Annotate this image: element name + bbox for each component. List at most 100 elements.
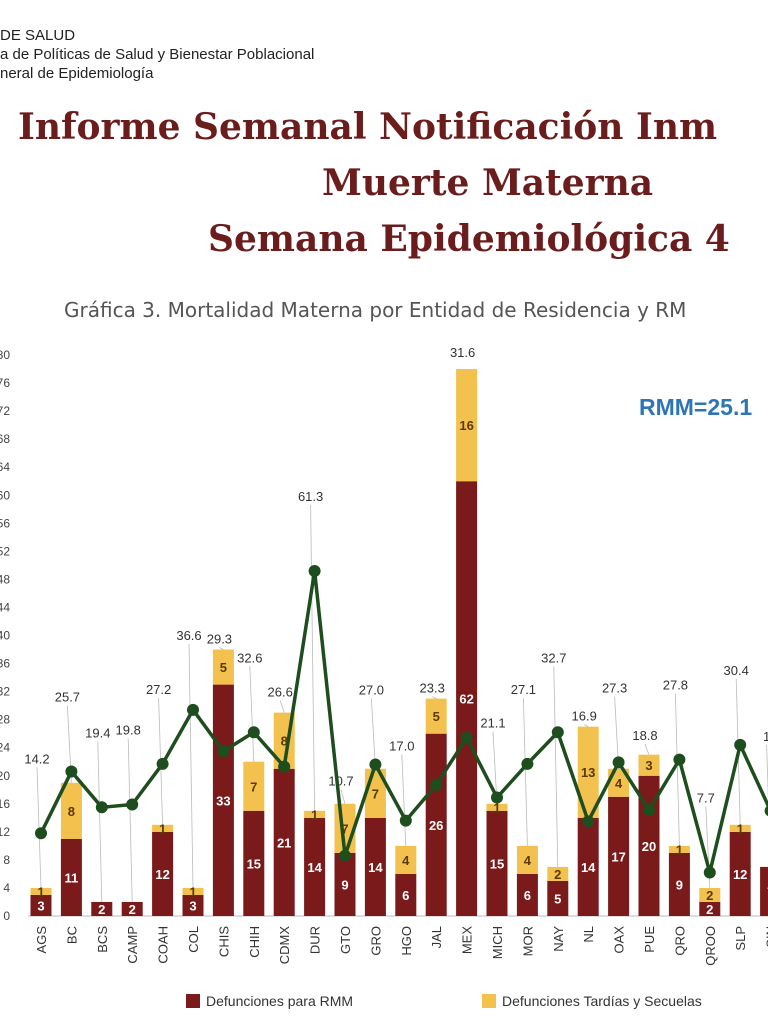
bar-rmm	[60, 838, 82, 916]
bar-rmm-label: 3	[37, 898, 44, 913]
rmm-point	[308, 564, 321, 577]
rmm-point	[521, 757, 534, 770]
bar-rmm-label: 20	[642, 839, 656, 854]
bar-late	[30, 887, 52, 895]
title-line-3: Semana Epidemiológica 4	[208, 218, 730, 260]
y-tick-label: 64	[0, 460, 10, 474]
stack-label: 27.2	[146, 682, 171, 697]
leader-line	[310, 504, 315, 811]
chart-title: Gráfica 3. Mortalidad Materna por Entida…	[64, 298, 687, 322]
y-tick-label: 36	[0, 657, 10, 671]
leader-line	[675, 693, 680, 846]
bar-rmm-label: 3	[189, 898, 196, 913]
bar-rmm	[516, 873, 538, 916]
stack-label: 61.3	[298, 489, 323, 504]
legend: Defunciones para RMM Defunciones Tardías…	[0, 990, 768, 1014]
y-tick-label: 8	[3, 853, 10, 867]
rmm-point	[703, 866, 716, 879]
stack-label: 30.4	[724, 663, 749, 678]
y-tick-label: 72	[0, 404, 10, 418]
x-tick-label: NAY	[551, 926, 566, 952]
rmm-point	[551, 726, 564, 739]
bar-late	[547, 866, 569, 881]
bar-late	[638, 754, 660, 776]
x-tick-label: CDMX	[277, 926, 292, 965]
bar-rmm	[699, 901, 721, 916]
bar-rmm	[91, 901, 113, 916]
leader-line	[279, 700, 285, 713]
bar-rmm-label: 15	[490, 856, 504, 871]
bar-late	[395, 845, 417, 874]
x-tick-label: GRO	[368, 926, 383, 956]
leader-line	[249, 666, 255, 762]
rmm-annotation: RMM=25.1	[639, 394, 753, 420]
x-tick-label: COAH	[156, 926, 171, 964]
y-tick-label: 48	[0, 572, 10, 586]
bar-rmm-label: 21	[277, 835, 291, 850]
stack-label: 18.8	[632, 728, 657, 743]
rmm-point	[35, 827, 47, 840]
x-tick-label: CHIH	[247, 926, 262, 958]
bar-rmm	[304, 817, 326, 916]
bar-late-label: 5	[433, 709, 440, 724]
bar-rmm	[668, 852, 690, 916]
stack-label: 19.8	[116, 723, 141, 738]
x-tick-label: NL	[581, 926, 596, 943]
bar-rmm-label: 15	[247, 856, 261, 871]
bar-rmm-label: 12	[733, 867, 747, 882]
header-line-1: DE SALUD	[0, 27, 76, 44]
bar-rmm	[729, 831, 751, 916]
bar-rmm	[152, 831, 174, 916]
bar-rmm	[121, 901, 143, 916]
bar-rmm-label: 17	[611, 849, 625, 864]
bar-rmm	[486, 810, 508, 916]
y-tick-label: 68	[0, 432, 10, 446]
rmm-point	[126, 798, 139, 811]
y-tick-label: 52	[0, 544, 10, 558]
rmm-point	[491, 791, 503, 804]
x-tick-label: QRO	[672, 926, 687, 956]
rmm-point	[156, 757, 169, 770]
bar-rmm-label: 14	[368, 860, 383, 875]
bar-late-label: 1	[311, 807, 318, 822]
stack-label: 26.6	[268, 685, 293, 700]
bar-rmm-label: 2	[706, 902, 713, 917]
bar-late	[699, 887, 721, 902]
bar-rmm	[577, 817, 599, 916]
stack-label: 29.3	[207, 632, 232, 647]
x-tick-label: CHIS	[216, 926, 231, 957]
y-tick-label: 40	[0, 629, 10, 643]
bar-late	[516, 845, 538, 874]
y-tick-label: 76	[0, 376, 10, 390]
bar-rmm-label: 6	[524, 888, 531, 903]
bar-late	[486, 803, 508, 811]
y-tick-label: 32	[0, 685, 10, 699]
bar-rmm-label: 33	[216, 793, 230, 808]
bar-late-label: 1	[676, 842, 683, 857]
x-tick-label: COL	[186, 926, 201, 953]
bar-late	[729, 824, 751, 832]
title-line-2: Muerte Materna	[322, 162, 654, 204]
bar-rmm-label: 62	[459, 692, 473, 707]
bar-late-label: 8	[68, 804, 75, 819]
legend-swatch-late	[482, 994, 496, 1008]
stack-label: 25.7	[55, 690, 80, 705]
leader-line	[340, 789, 346, 804]
y-tick-label: 4	[3, 881, 10, 895]
rmm-point	[734, 738, 747, 751]
bar-late-label: 16	[459, 418, 473, 433]
title-line-1: Informe Semanal Notificación Inm	[18, 106, 718, 148]
x-tick-label: HGO	[399, 926, 414, 956]
x-tick-label: BCS	[95, 926, 110, 953]
y-tick-label: 16	[0, 797, 10, 811]
rmm-point	[643, 804, 655, 817]
bar-late-label: 1	[159, 821, 166, 836]
bar-late-label: 3	[645, 758, 652, 773]
leader-line	[371, 698, 376, 769]
leader-line	[584, 724, 589, 728]
rmm-point	[460, 731, 473, 744]
bar-late	[456, 369, 478, 482]
bar-late-label: 2	[554, 867, 561, 882]
stack-label: 31.6	[450, 345, 475, 360]
